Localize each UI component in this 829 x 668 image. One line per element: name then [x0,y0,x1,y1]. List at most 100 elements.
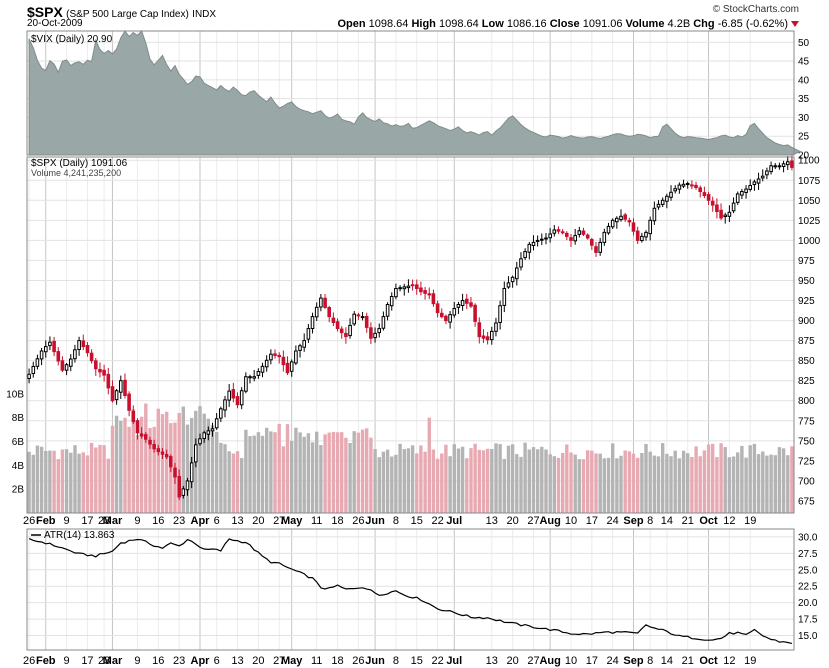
volume-tick-label: 8B [12,413,25,424]
candle [152,444,156,450]
candle [523,251,527,259]
candle [277,354,281,358]
x-tick-label: 13 [231,515,243,527]
x-tick-label: Mar [103,515,123,527]
candle [385,304,390,317]
candle [185,480,190,491]
y-tick-label: 20 [798,151,810,162]
candle [181,488,186,496]
candle [602,231,607,243]
volume-bar [615,458,619,513]
volume-label: Volume [625,18,665,30]
candle [44,346,48,353]
candle [544,237,548,240]
volume-bar [686,453,690,513]
y-tick-label: 20.0 [798,598,818,609]
candle [648,219,653,235]
volume-bar [556,457,561,513]
volume-bar [294,427,298,513]
volume-bar [69,452,73,513]
y-tick-label: 1100 [798,156,820,167]
x-tick-label: 18 [331,515,343,527]
y-tick-label: 22.5 [798,582,818,593]
x-tick-label: 8 [393,515,399,527]
candle [702,192,707,197]
candle [598,241,603,253]
volume-bar [348,443,352,513]
x-tick-label: 16 [152,655,164,667]
candle [652,207,657,222]
volume-bar [402,449,406,513]
candle [435,303,440,314]
x-tick-label: 26 [352,655,364,667]
volume-bar [60,449,65,513]
volume-bar [581,459,586,513]
x-tick-label: Apr [191,655,211,667]
x-tick-label: 14 [661,655,673,667]
candle [364,316,369,328]
candle [127,393,131,411]
candle [148,439,152,445]
volume-tick-label: 2B [12,485,25,496]
candle [635,230,640,241]
price-panel: 675 700 725 750 775 800 825 850 875 900 925 950 975 1… [6,156,820,527]
candle [673,188,678,192]
candle [502,288,507,306]
high-value: 1098.64 [438,18,479,30]
candle [665,195,669,202]
candle [198,438,202,445]
candle [490,330,494,341]
candle [252,376,256,379]
candle [356,314,361,317]
candle [256,371,261,376]
y-tick-label: 775 [798,416,815,427]
candle [281,356,286,366]
volume-bar [527,449,531,513]
candle [631,222,636,232]
candle [231,389,236,399]
x-tick-label: 24 [607,655,619,667]
candle [444,315,448,322]
candle [398,287,402,290]
volume-bar [406,448,411,513]
candle [389,296,394,307]
x-tick-label: Oct [699,515,718,527]
volume-bar [623,450,627,513]
volume-bar [677,458,682,513]
candle [89,352,94,362]
volume-bar [698,456,702,513]
y-tick-label: 45 [798,57,810,68]
x-tick-label: 15 [411,655,423,667]
volume-bar [515,454,519,513]
y-tick-label: 925 [798,296,815,307]
volume-bar [473,443,477,513]
candle [431,293,436,305]
x-tick-label: 26 [352,515,364,527]
volume-bar [490,449,494,513]
atr-line [28,538,793,644]
candle [731,202,736,212]
candle [723,214,728,218]
candle [64,364,69,371]
candle [469,302,473,307]
volume-bar [727,457,732,513]
candle [685,183,690,185]
volume-bar [273,432,277,513]
x-tick-label: 23 [173,655,185,667]
candle [264,359,269,368]
candle [406,285,411,289]
candle [660,199,665,205]
volume-bar [594,453,598,513]
volume-bar [477,449,481,513]
volume-bar [85,455,90,513]
candle [210,428,215,432]
volume-bar [56,459,60,513]
x-tick-label: 27 [273,655,285,667]
candle [410,284,415,287]
volume-bar [485,448,490,513]
candle [465,298,469,304]
volume-bar [435,458,440,513]
volume-bar [165,411,169,513]
x-tick-label: Sep [623,655,643,667]
volume-bar [719,443,723,513]
